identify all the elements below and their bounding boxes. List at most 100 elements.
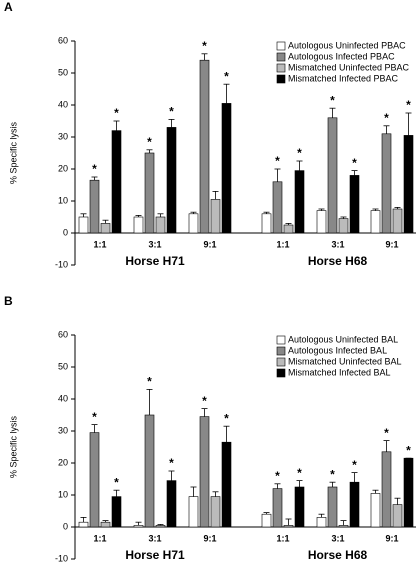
legend-label: Autologous Infected BAL [288,345,387,355]
group-label: Horse H68 [308,548,368,562]
bar [294,170,305,234]
significance-marker: * [297,146,302,160]
y-tick-label: 0 [63,521,68,531]
significance-marker: * [406,98,411,112]
legend-label: Autologous Infected PBAC [288,51,395,61]
bar [199,59,210,234]
significance-marker: * [169,456,174,470]
y-tick-label: -10 [55,553,68,563]
significance-marker: * [224,69,229,83]
bar [144,414,155,528]
bar [338,218,349,234]
bar [327,486,338,528]
group-label: Horse H71 [125,548,185,562]
significance-marker: * [330,467,335,481]
bar [100,223,111,234]
bar [133,525,144,528]
y-tick-label: 20 [58,163,68,173]
significance-marker: * [275,469,280,483]
bar [283,224,294,234]
significance-marker: * [169,105,174,119]
bar [133,216,144,234]
bar [78,216,89,234]
x-tick-label: 3:1 [331,239,344,249]
legend-label: Mismatched Infected PBAC [288,73,399,83]
y-tick-label: 60 [58,35,68,45]
bar [89,179,100,234]
legend-swatch [276,74,286,84]
bar [144,152,155,234]
legend-swatch [276,41,286,51]
panel-letter: A [4,0,13,14]
legend-swatch [276,357,286,367]
legend-swatch [276,52,286,62]
x-tick-label: 3:1 [148,239,161,249]
bar [89,432,100,528]
legend-label: Autologous Uninfected PBAC [288,40,406,50]
significance-marker: * [352,458,357,472]
x-tick-label: 9:1 [203,239,216,249]
x-tick-label: 3:1 [148,533,161,543]
legend-swatch [276,368,286,378]
x-tick-label: 1:1 [276,533,289,543]
significance-marker: * [114,475,119,489]
significance-marker: * [384,111,389,125]
bar [381,451,392,528]
significance-marker: * [297,466,302,480]
y-tick-label: 0 [63,227,68,237]
bar [272,488,283,528]
y-tick-label: 40 [58,99,68,109]
bar [316,517,327,528]
bar [155,216,166,234]
bar [188,213,199,234]
bar [403,457,414,528]
panel-letter: B [4,294,13,308]
bar [100,521,111,528]
significance-marker: * [92,410,97,424]
y-tick-label: 60 [58,329,68,339]
x-tick-label: 9:1 [203,533,216,543]
bar [370,210,381,234]
x-tick-label: 1:1 [276,239,289,249]
legend-swatch [276,63,286,73]
bar [327,117,338,234]
x-tick-label: 1:1 [93,239,106,249]
y-axis-label: % Specific lysis [8,121,18,184]
bar [221,441,232,528]
bar [166,127,177,234]
bar [210,199,221,234]
significance-marker: * [384,426,389,440]
bar [155,525,166,528]
bar [261,213,272,234]
significance-marker: * [147,135,152,149]
y-tick-label: 20 [58,457,68,467]
bar [272,181,283,234]
bar [78,521,89,528]
legend-label: Mismatched Uninfected PBAC [288,62,410,72]
bar [188,496,199,528]
bar [294,486,305,528]
bar [349,481,360,528]
significance-marker: * [114,106,119,120]
bar [316,210,327,234]
bar [283,525,294,528]
x-tick-label: 9:1 [385,533,398,543]
bar [199,416,210,528]
significance-marker: * [224,411,229,425]
y-tick-label: 30 [58,425,68,435]
significance-marker: * [330,93,335,107]
legend-label: Mismatched Infected BAL [288,367,391,377]
bar [392,208,403,234]
legend-label: Autologous Uninfected BAL [288,334,398,344]
bar [349,175,360,234]
bar [370,493,381,528]
bar [261,513,272,528]
significance-marker: * [406,443,411,457]
bar [166,480,177,528]
legend-swatch [276,346,286,356]
bar [338,525,349,528]
significance-marker: * [92,162,97,176]
y-tick-label: 50 [58,67,68,77]
significance-marker: * [275,154,280,168]
